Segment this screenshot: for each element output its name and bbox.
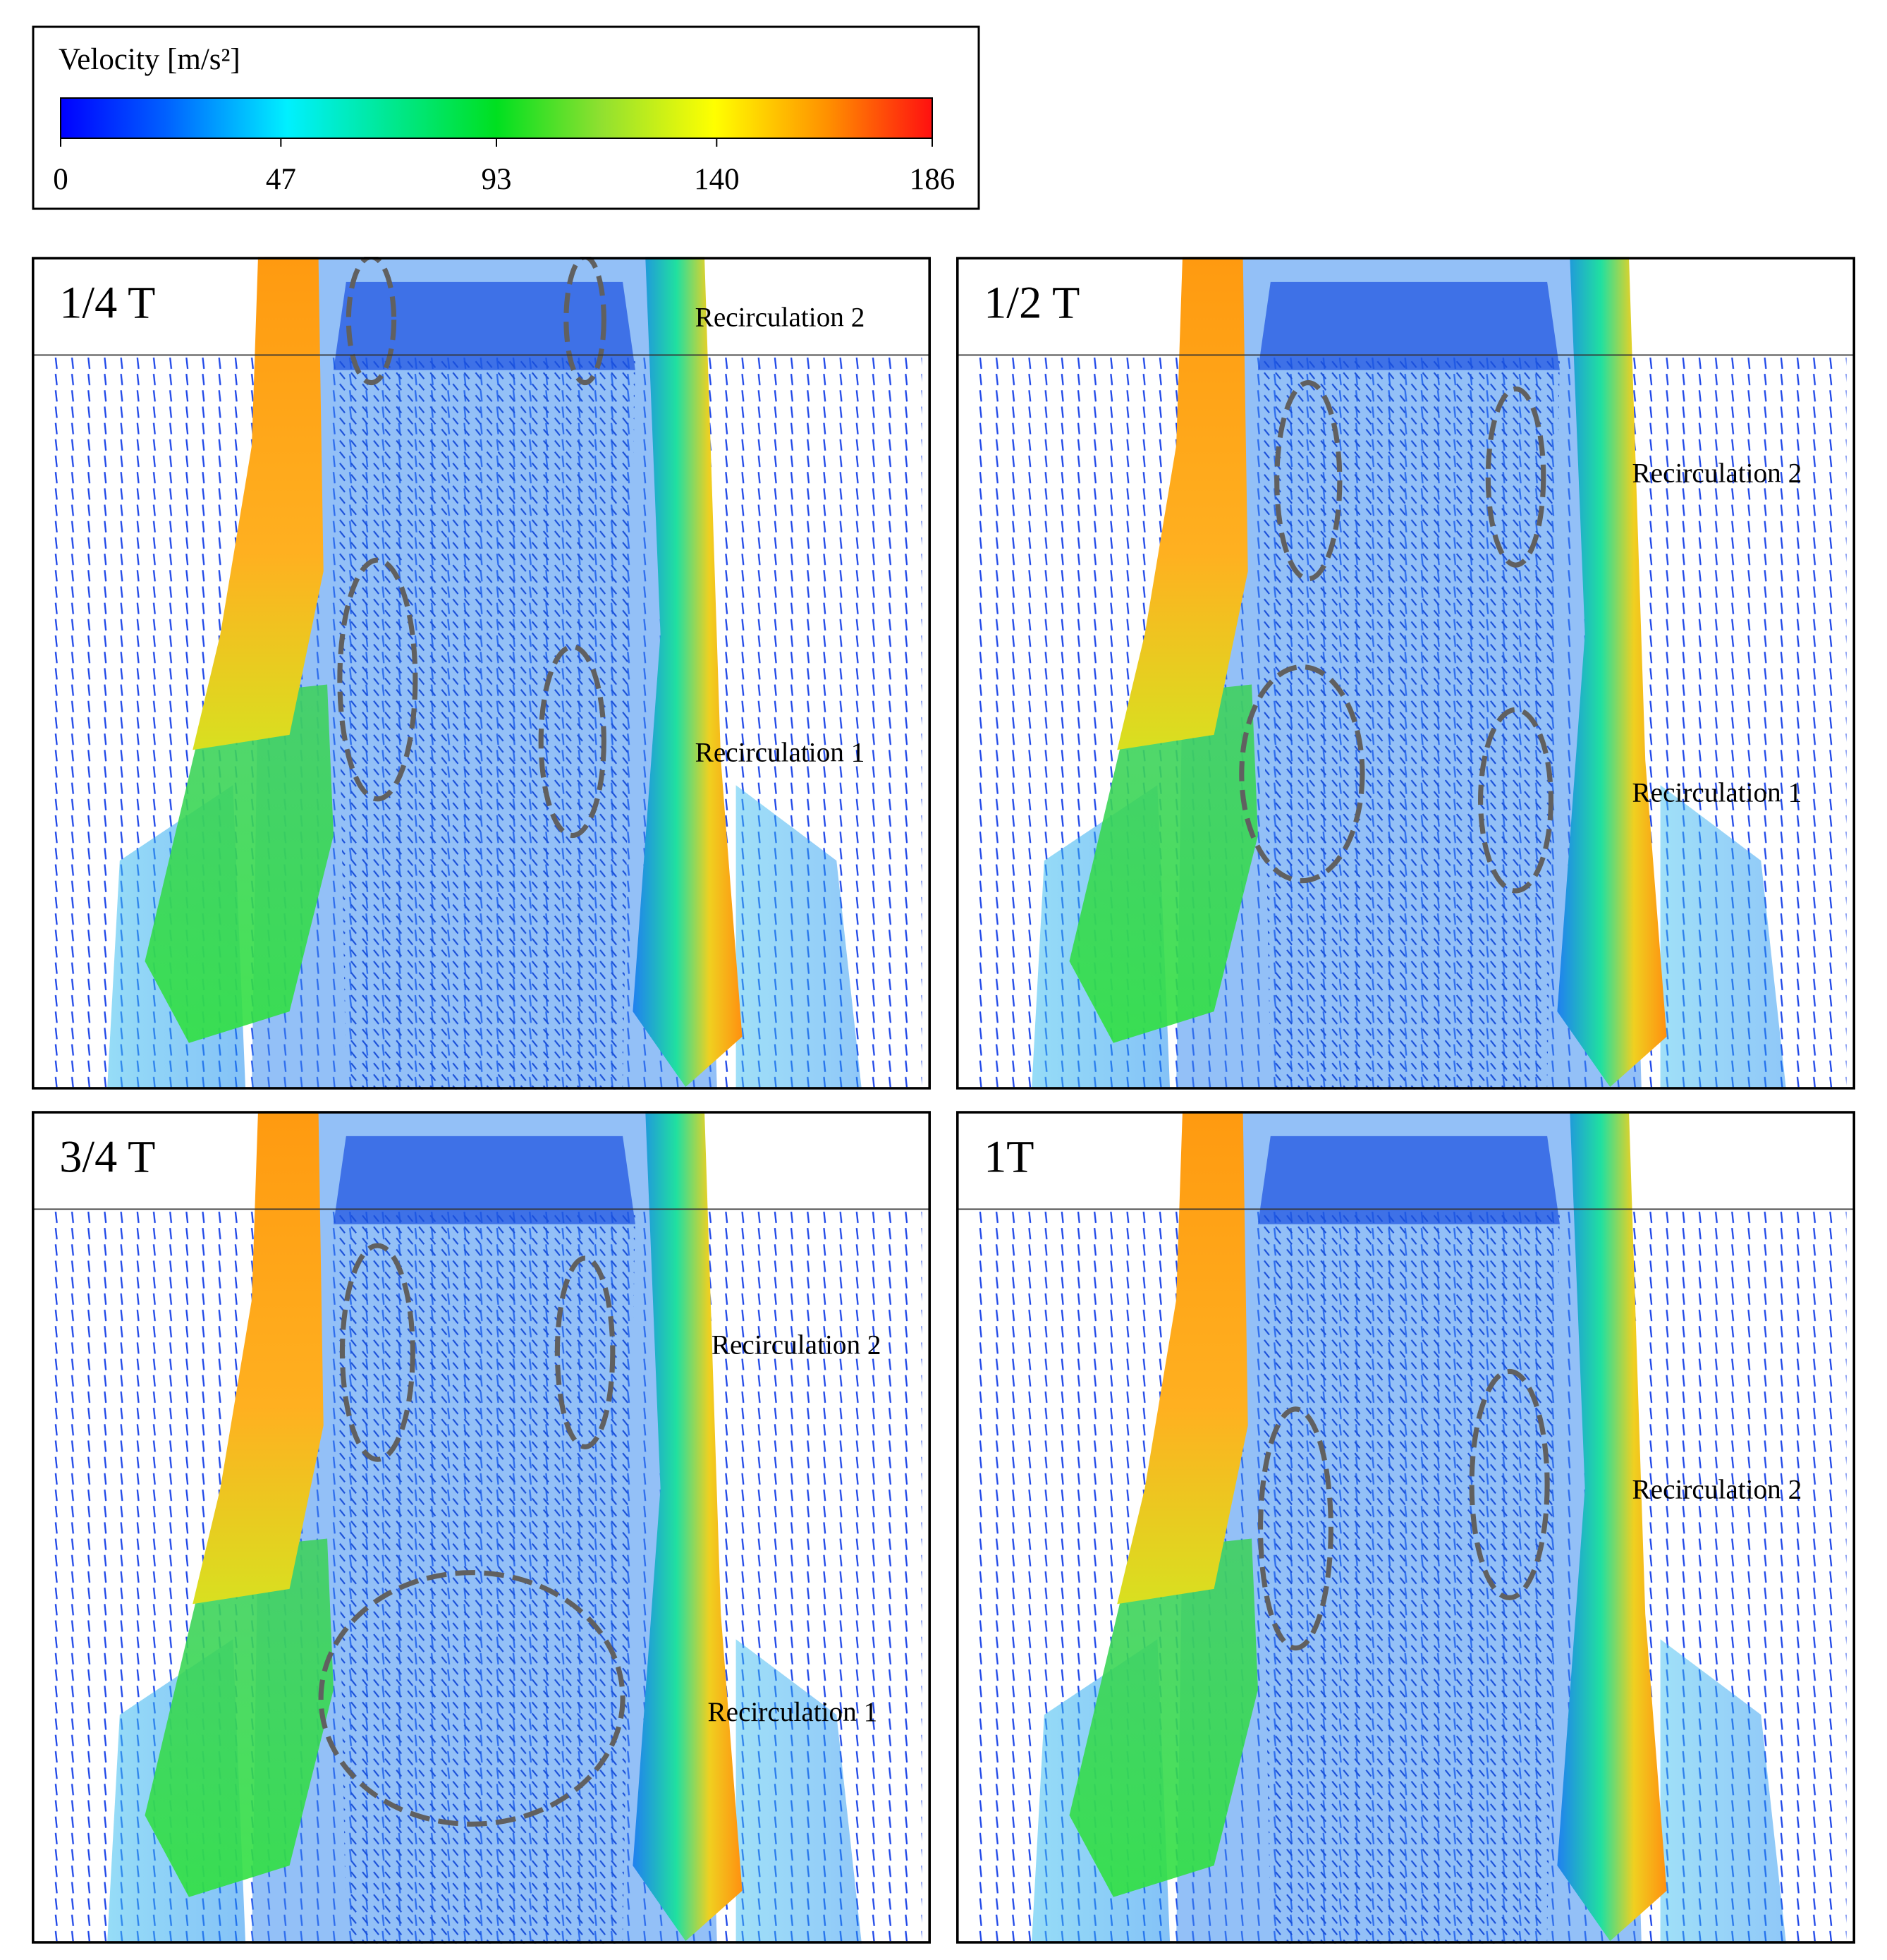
tick-label: 0 [53,163,68,196]
right-jet [1557,1111,1667,1942]
panel-border [956,1111,1855,1944]
right-jet [1557,257,1667,1088]
core-flow [1257,1136,1560,1224]
core-flow [1257,281,1560,370]
side-flow [735,785,862,1090]
annotation: Recirculation 2 [695,302,865,332]
panel-label: 1T [984,1131,1034,1181]
annotation: Recirculation 2 [1632,458,1802,489]
annotation: Recirculation 2 [1632,1475,1802,1505]
recirculation-loop [339,1243,415,1462]
lower-jet [1069,1538,1258,1897]
recirculation-loop [538,644,606,839]
recirculation-loop [554,1255,616,1449]
flow-panel: 1T Recirculation 2 [956,1111,1855,1944]
panel-label: 1/4 T [59,277,155,327]
recirculation-loop [1257,1406,1333,1651]
recirculation-loop [1469,1368,1550,1600]
recirculation-loop [1239,664,1365,884]
core-flow [333,357,635,1090]
panel-label: 3/4 T [59,1131,155,1181]
lower-jet [145,1538,334,1897]
panel-label: 1/2 T [984,277,1080,327]
left-jet [193,257,324,750]
annotation: Recirculation 1 [695,737,865,767]
colorbar-legend: Velocity [m/s²] 0 47 93 140 186 [32,25,980,210]
colorbar [60,97,933,139]
side-flow [1660,785,1786,1090]
core-flow [1257,1211,1560,1944]
annotation: Recirculation 1 [1632,777,1802,808]
side-flow [1660,1639,1786,1944]
tick-label: 186 [910,163,955,196]
recirculation-loop [563,257,606,386]
recirculation-loop [1478,707,1554,894]
annotation: Recirculation 2 [712,1330,881,1361]
core-flow [333,1136,635,1224]
tick-label: 93 [482,163,512,196]
flow-panel: 1/2 T Recirculation 2 Recirculation 1 [956,257,1855,1090]
panel-border [32,1111,931,1944]
left-jet [193,1111,324,1605]
core-flow [333,281,635,370]
flow-panel: 1/4 T Recirculation 2 Recirculation 1 [32,257,931,1090]
colorbar-title: Velocity [m/s²] [59,43,240,76]
left-jet [1117,257,1248,750]
core-flow [1257,357,1560,1090]
annotation: Recirculation 1 [708,1697,878,1727]
right-jet [633,1111,743,1942]
recirculation-loop [318,1570,625,1827]
lower-jet [145,684,334,1043]
recirculation-loop [1485,386,1546,568]
tick-label: 140 [694,163,740,196]
recirculation-loop [337,557,418,802]
left-jet [1117,1111,1248,1605]
lower-jet [1069,684,1258,1043]
panel-border [956,257,1855,1090]
core-flow [333,1211,635,1944]
panel-border [32,257,931,1090]
tick-label: 47 [266,163,296,196]
right-jet [633,257,743,1088]
flow-panel: 3/4 T Recirculation 2 Recirculation 1 [32,1111,931,1944]
recirculation-loop [1274,380,1343,582]
side-flow [735,1639,862,1944]
